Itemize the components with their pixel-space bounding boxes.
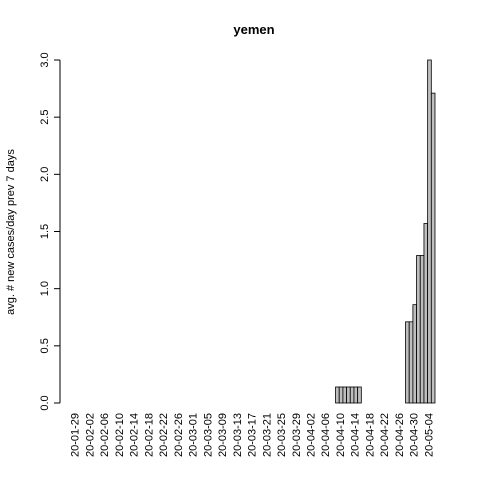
- y-axis-label: avg. # new cases/day prev 7 days: [5, 149, 17, 315]
- bar: [338, 386, 344, 404]
- bar: [423, 223, 429, 404]
- x-tick-label: 20-02-02: [84, 413, 96, 457]
- bar: [335, 386, 340, 404]
- x-tick-label: 20-03-01: [188, 413, 200, 457]
- y-tick-label: 1.5: [39, 224, 51, 239]
- x-tick-label: 20-04-22: [379, 413, 391, 457]
- x-tick-label: 20-03-13: [232, 413, 244, 457]
- x-tick-label: 20-02-22: [158, 413, 170, 457]
- bar: [419, 255, 425, 404]
- x-tick-label: 20-04-14: [350, 413, 362, 457]
- bar: [353, 386, 359, 404]
- x-tick-label: 20-03-21: [261, 413, 273, 457]
- x-tick-label: 20-03-25: [276, 413, 288, 457]
- x-tick-label: 20-02-14: [129, 413, 141, 457]
- x-tick-label: 20-04-18: [364, 413, 376, 457]
- x-tick-label: 20-04-10: [335, 413, 347, 457]
- bar: [430, 92, 436, 404]
- x-tick-label: 20-02-10: [114, 413, 126, 457]
- x-tick-label: 20-01-29: [70, 413, 82, 457]
- y-tick-label: 2.0: [39, 167, 51, 182]
- bar: [346, 386, 351, 404]
- x-tick-label: 20-04-02: [306, 413, 318, 457]
- x-tick-label: 20-04-30: [409, 413, 421, 457]
- y-tick-label: 0.5: [39, 338, 51, 353]
- chart-title: yemen: [233, 22, 274, 37]
- x-tick-label: 20-03-17: [247, 413, 259, 457]
- bar: [416, 255, 421, 404]
- bar: [342, 386, 347, 404]
- y-tick-label: 2.5: [39, 110, 51, 125]
- y-tick-label: 3.0: [39, 52, 51, 67]
- x-tick-label: 20-05-04: [423, 413, 435, 457]
- bar: [349, 386, 355, 404]
- bar: [427, 59, 432, 404]
- x-tick-label: 20-04-26: [394, 413, 406, 457]
- x-tick-label: 20-03-29: [291, 413, 303, 457]
- x-tick-label: 20-02-26: [173, 413, 185, 457]
- x-tick-label: 20-02-18: [143, 413, 155, 457]
- bar: [408, 321, 414, 404]
- bar: [412, 304, 417, 404]
- x-tick-label: 20-02-06: [99, 413, 111, 457]
- y-tick-label: 0.0: [39, 395, 51, 410]
- bar: [357, 386, 362, 404]
- y-tick-label: 1.0: [39, 281, 51, 296]
- bar: [405, 321, 410, 404]
- x-tick-label: 20-03-05: [202, 413, 214, 457]
- x-tick-label: 20-04-06: [320, 413, 332, 457]
- x-tick-label: 20-03-09: [217, 413, 229, 457]
